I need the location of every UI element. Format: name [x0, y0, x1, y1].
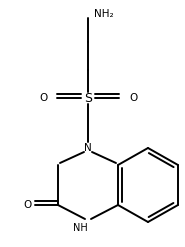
Text: NH₂: NH₂	[94, 9, 114, 19]
Text: NH: NH	[73, 223, 87, 233]
Text: O: O	[129, 93, 137, 103]
Text: O: O	[39, 93, 47, 103]
Text: O: O	[23, 200, 31, 210]
Text: N: N	[84, 143, 92, 153]
Text: S: S	[84, 91, 92, 104]
